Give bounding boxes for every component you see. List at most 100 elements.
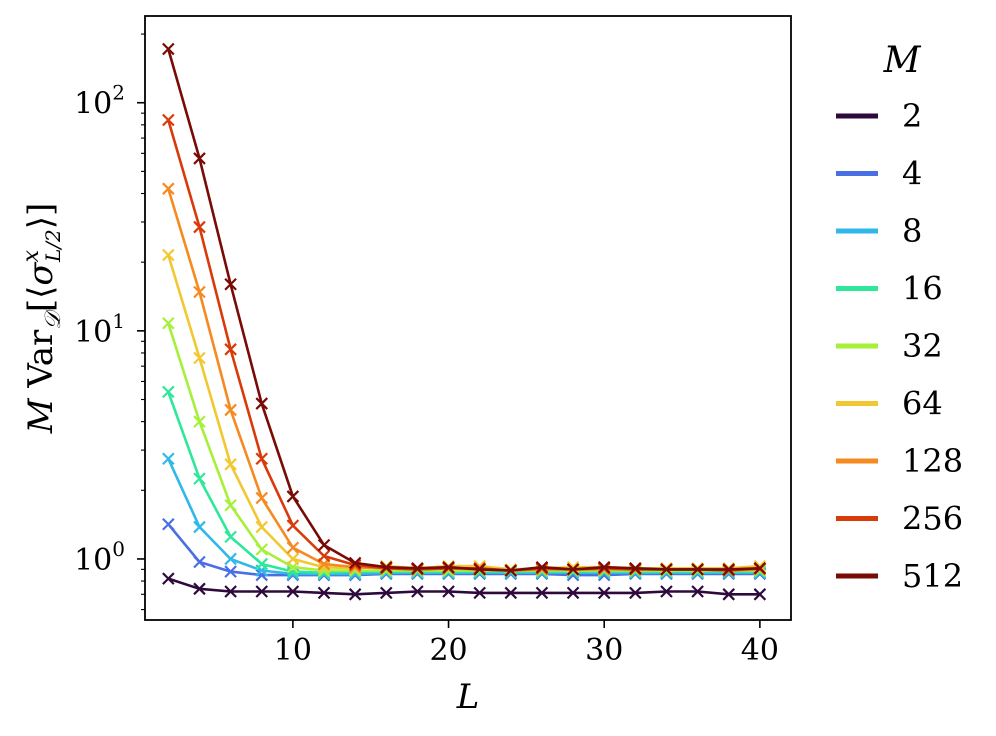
- data-point-marker: [162, 182, 175, 195]
- x-axis: 10 20 30 40: [274, 620, 779, 668]
- data-point-marker: [691, 585, 704, 598]
- data-point-marker: [255, 491, 269, 505]
- legend: M 2 4 8 16 32 64 128 256 512: [836, 40, 963, 595]
- data-point-marker: [722, 563, 736, 576]
- data-point-marker: [535, 560, 549, 574]
- data-point-marker: [442, 560, 455, 574]
- data-point-marker: [473, 586, 486, 600]
- data-point-marker: [224, 565, 237, 578]
- data-point-marker: [162, 572, 175, 585]
- data-point-marker: [162, 42, 175, 56]
- data-point-marker: [629, 562, 642, 575]
- y-axis-label: M Var𝒟[⟨σxL/2⟩]: [19, 203, 66, 435]
- data-point-marker: [193, 555, 206, 569]
- data-point-marker: [317, 549, 331, 563]
- legend-entry-label: 2: [902, 97, 922, 135]
- data-point-marker: [286, 490, 300, 503]
- data-point-marker: [224, 278, 237, 291]
- data-point-marker: [753, 562, 767, 575]
- legend-entry-label: 64: [902, 385, 943, 423]
- data-point-marker: [193, 472, 206, 485]
- data-point-marker: [162, 452, 175, 466]
- y-tick-label: 100: [74, 537, 125, 578]
- data-point-marker: [193, 520, 206, 534]
- data-point-marker: [411, 585, 424, 598]
- data-point-marker: [379, 586, 393, 600]
- data-point-marker: [379, 560, 393, 574]
- data-point-marker: [255, 585, 269, 598]
- series-2: [162, 572, 767, 601]
- data-point-marker: [660, 563, 673, 576]
- data-point-marker: [566, 563, 580, 576]
- data-point-marker: [193, 220, 206, 234]
- legend-entry-label: 128: [902, 442, 963, 480]
- data-point-marker: [566, 560, 580, 574]
- data-point-marker: [162, 113, 175, 127]
- x-tick-label: 10: [274, 633, 312, 668]
- data-point-marker: [193, 415, 206, 428]
- data-point-marker: [224, 552, 237, 566]
- data-point-marker: [255, 520, 269, 534]
- legend-entry-label: 256: [902, 500, 963, 538]
- data-point-marker: [255, 397, 269, 410]
- data-point-marker: [286, 519, 300, 532]
- data-point-marker: [162, 316, 175, 330]
- data-point-marker: [286, 585, 300, 598]
- data-point-marker: [162, 385, 175, 399]
- y-tick-label: 102: [74, 81, 125, 122]
- data-point-marker: [317, 586, 331, 600]
- plot-frame: [144, 15, 792, 621]
- data-point-marker: [286, 552, 300, 566]
- data-point-marker: [224, 458, 237, 471]
- data-point-marker: [224, 343, 237, 356]
- data-point-marker: [629, 586, 642, 600]
- data-point-marker: [224, 403, 237, 417]
- y-axis: 100 101 102: [74, 33, 145, 611]
- data-point-marker: [566, 586, 580, 600]
- data-point-marker: [348, 556, 362, 570]
- legend-entry-label: 16: [902, 270, 943, 308]
- data-point-marker: [473, 563, 486, 576]
- x-tick-label: 40: [741, 633, 779, 668]
- series-line: [167, 48, 760, 572]
- x-tick-label: 20: [429, 633, 467, 668]
- data-point-marker: [597, 560, 611, 574]
- data-point-marker: [504, 586, 518, 600]
- data-point-marker: [162, 248, 175, 262]
- data-point-marker: [317, 538, 331, 552]
- data-point-marker: [255, 543, 269, 556]
- series-line: [167, 577, 760, 596]
- data-point-marker: [535, 586, 549, 600]
- series-512: [162, 42, 767, 577]
- x-axis-label: L: [456, 677, 480, 717]
- data-point-marker: [255, 452, 269, 466]
- data-point-marker: [224, 498, 237, 512]
- data-point-marker: [722, 588, 736, 601]
- data-point-marker: [193, 152, 206, 165]
- legend-entry-label: 32: [902, 327, 943, 365]
- y-tick-label: 101: [74, 309, 125, 350]
- legend-entry-label: 4: [902, 155, 922, 193]
- data-point-marker: [597, 586, 611, 600]
- data-point-marker: [411, 562, 424, 575]
- data-point-marker: [193, 351, 206, 365]
- data-point-marker: [193, 582, 206, 596]
- data-point-marker: [224, 585, 237, 598]
- data-point-marker: [162, 517, 175, 531]
- data-point-marker: [348, 588, 362, 601]
- data-point-marker: [255, 557, 269, 571]
- data-point-marker: [504, 564, 518, 577]
- data-point-marker: [286, 541, 300, 555]
- legend-title: M: [883, 40, 922, 81]
- data-point-marker: [691, 563, 704, 576]
- data-point-marker: [224, 530, 237, 544]
- data-point-marker: [753, 588, 767, 601]
- data-point-marker: [193, 285, 206, 299]
- legend-entry-label: 8: [902, 212, 922, 250]
- data-point-marker: [442, 585, 455, 598]
- data-point-marker: [660, 585, 673, 598]
- x-tick-label: 30: [585, 633, 623, 668]
- series-layer: [162, 42, 767, 601]
